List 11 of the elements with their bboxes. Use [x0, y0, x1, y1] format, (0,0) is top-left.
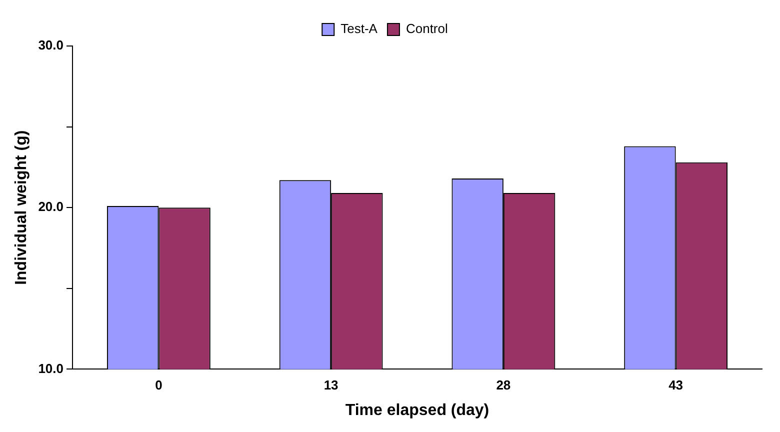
y-tick-label: 10.0: [38, 360, 64, 376]
x-tick-label: 28: [496, 378, 511, 393]
x-axis-title: Time elapsed (day): [345, 402, 490, 419]
legend-label: Control: [406, 21, 448, 36]
y-tick-label: 20.0: [38, 199, 64, 214]
x-tick-label: 0: [155, 378, 162, 393]
x-tick-label: 13: [324, 378, 338, 393]
x-tick-label: 43: [668, 378, 684, 393]
legend-label: Test-A: [340, 21, 378, 36]
y-tick-label: 30.0: [38, 38, 64, 53]
y-axis-title: Individual weight (g): [13, 130, 30, 285]
